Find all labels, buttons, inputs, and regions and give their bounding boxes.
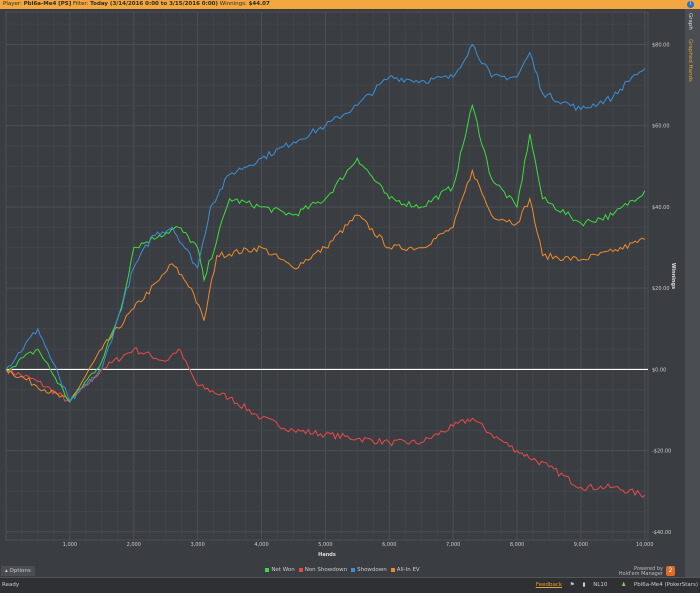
winnings-graph: 1,000 2,000 3,000 4,000 5,000 6,000 7,000 8,000… xyxy=(5,11,676,558)
stake-label: NL10 xyxy=(593,582,608,588)
legend-label: Non Showdown xyxy=(304,567,348,573)
player-label: Player: xyxy=(3,1,22,7)
x-tick-label: 8,000 xyxy=(510,542,524,548)
legend-swatch xyxy=(298,567,303,572)
plot-frame xyxy=(5,11,649,541)
title-bar: Player: Pbl6a-Me4 [PS] Filter: Today (3/… xyxy=(0,0,700,9)
x-axis-label: Hands xyxy=(318,552,336,558)
winnings-label: Winnings: xyxy=(219,1,247,7)
x-tick-label: 10,000 xyxy=(636,542,654,548)
filter-value: Today (3/14/2016 0:00 to 3/15/2016 0:00) xyxy=(90,1,219,7)
winnings-value: $44.07 xyxy=(248,1,270,7)
x-tick-label: 2,000 xyxy=(127,542,141,548)
info-icon[interactable]: i xyxy=(687,1,694,8)
tab-graphed-hands[interactable]: Graphed Hands xyxy=(687,39,693,82)
legend-swatch xyxy=(265,567,270,572)
series-line-showdown xyxy=(5,43,646,404)
legend-item[interactable]: Non Showdown xyxy=(298,567,348,573)
legend-label: Net Won xyxy=(271,567,295,573)
powered-by: Powered by Hold'em Manager xyxy=(619,567,663,577)
player-name: Pbl6a-Me4 [PS] xyxy=(23,1,72,7)
options-bar: ▴ Options Powered by Hold'em Manager 2 xyxy=(0,565,685,577)
player-icon: ♟ xyxy=(621,582,627,588)
player-label: Pbl6a-Me4 (PokerStars) xyxy=(633,582,698,588)
legend: Net Won Non Showdown Showdown All-In EV xyxy=(0,567,685,573)
y-axis-label: Winnings xyxy=(670,263,676,289)
status-text: Ready xyxy=(2,582,20,588)
x-tick-label: 7,000 xyxy=(446,542,460,548)
player-selector[interactable]: ♟ Pbl6a-Me4 (PokerStars) xyxy=(615,582,698,588)
y-tick-label: -$40.00 xyxy=(652,530,671,536)
x-tick-label: 6,000 xyxy=(382,542,396,548)
x-tick-label: 3,000 xyxy=(190,542,204,548)
hem-logo-icon: 2 xyxy=(666,566,675,576)
status-bar: Ready Feedback ⚑ ▮ NL10 ♟ Pbl6a-Me4 (Pok… xyxy=(0,577,700,593)
legend-item[interactable]: Net Won xyxy=(265,567,295,573)
x-tick-label: 4,000 xyxy=(254,542,268,548)
y-tick-label: $80.00 xyxy=(652,42,670,48)
sidebar: Graph Graphed Hands xyxy=(685,9,700,577)
feedback-link[interactable]: Feedback xyxy=(535,582,563,588)
series-line-non-showdown xyxy=(5,346,646,498)
legend-item[interactable]: All-In EV xyxy=(390,567,420,573)
filter-label: Filter: xyxy=(73,1,89,7)
y-tick-label: $0.00 xyxy=(652,367,666,373)
chart-area: 1,000 2,000 3,000 4,000 5,000 6,000 7,000 8,000… xyxy=(0,9,685,565)
flag-icon: ⚑ xyxy=(569,582,575,588)
x-tick-label: 9,000 xyxy=(574,542,588,548)
options-button[interactable]: ▴ Options xyxy=(1,566,35,576)
stake-selector[interactable]: ▮ NL10 xyxy=(582,582,608,588)
powered-by-text: Powered by xyxy=(634,566,663,572)
legend-label: Showdown xyxy=(357,567,387,573)
legend-swatch xyxy=(390,567,395,572)
x-tick-label: 1,000 xyxy=(63,542,77,548)
options-label: Options xyxy=(9,568,31,574)
hem-logo-text: Hold'em Manager xyxy=(618,571,663,577)
legend-item[interactable]: Showdown xyxy=(351,567,387,573)
x-tick-label: 5,000 xyxy=(318,542,332,548)
y-tick-label: -$20.00 xyxy=(652,449,671,455)
y-tick-label: $20.00 xyxy=(652,286,670,292)
legend-label: All-In EV xyxy=(396,567,420,573)
series-line-net-won xyxy=(5,103,646,403)
y-tick-label: $40.00 xyxy=(652,205,670,211)
y-tick-label: $60.00 xyxy=(652,124,670,130)
legend-swatch xyxy=(351,567,356,572)
tab-graph[interactable]: Graph xyxy=(687,13,693,30)
